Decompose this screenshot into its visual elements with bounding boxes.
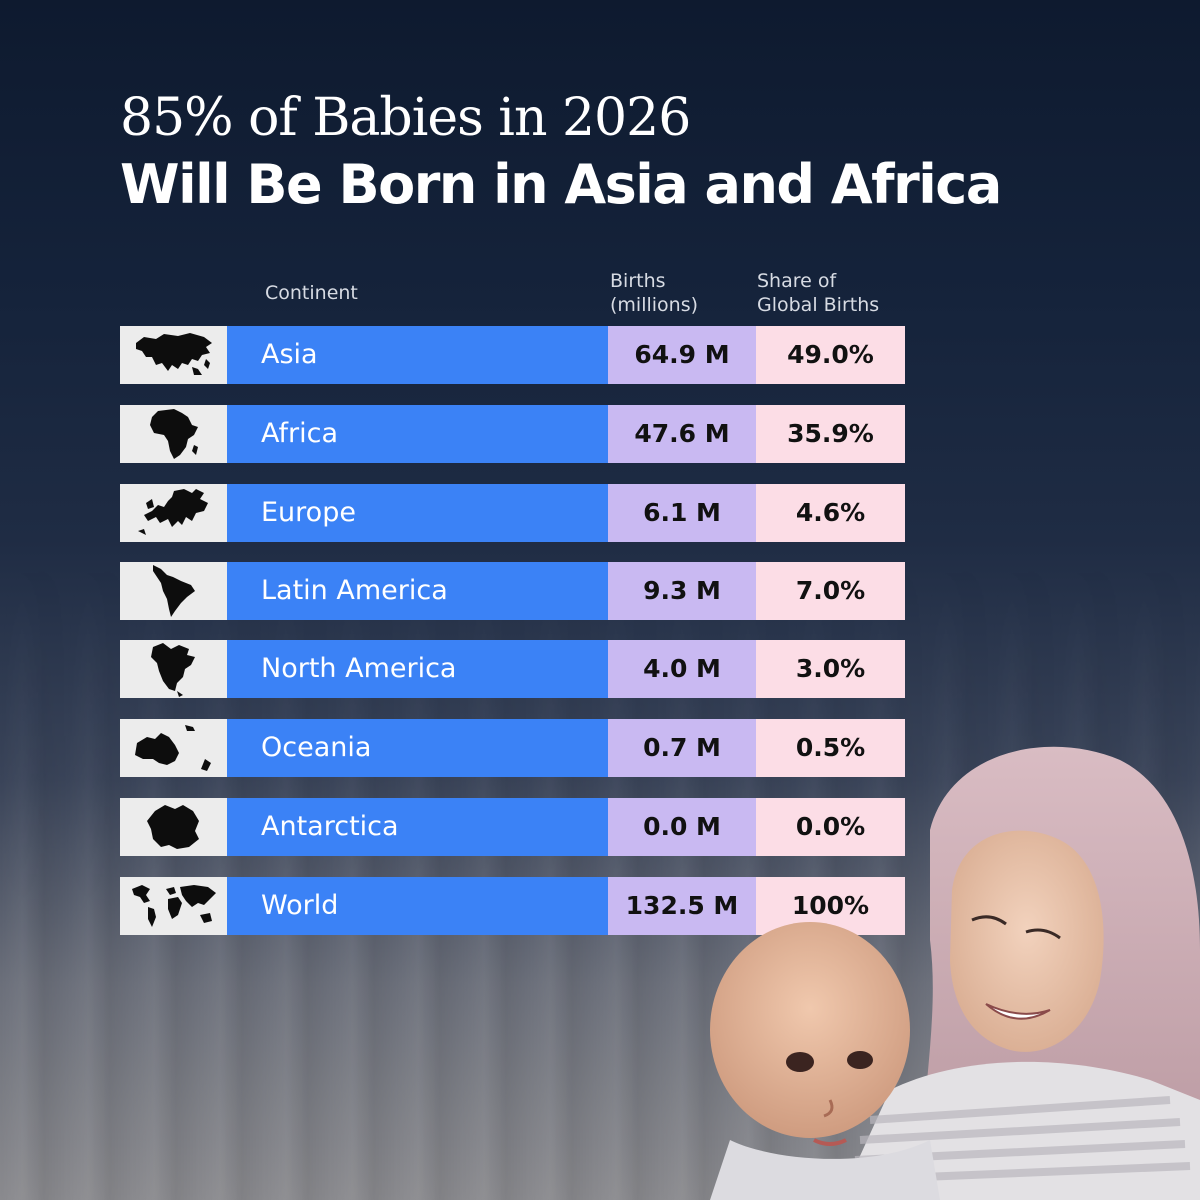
headline-line-1: 85% of Babies in 2026 [120,88,691,148]
share-value: 0.5% [756,719,905,777]
table-row-antarctica: Antarctica 0.0 M 0.0% [120,798,905,856]
births-value: 0.0 M [608,798,756,856]
oceania-map-icon [120,719,227,777]
share-value: 4.6% [756,484,905,542]
header-births-line-2: (millions) [610,294,699,316]
world-map-icon [120,877,227,935]
births-value: 6.1 M [608,484,756,542]
header-continent: Continent [265,282,358,304]
births-value: 0.7 M [608,719,756,777]
table-row-africa: Africa 47.6 M 35.9% [120,405,905,463]
baby-head [710,922,910,1138]
north-america-map-icon [120,640,227,698]
asia-map-icon [120,326,227,384]
table-row-europe: Europe 6.1 M 4.6% [120,484,905,542]
header-share: Share of Global Births [757,269,879,317]
headline-line-2: Will Be Born in Asia and Africa [120,153,1002,216]
table-row-world: World 132.5 M 100% [120,877,905,935]
table-row-latin-america: Latin America 9.3 M 7.0% [120,562,905,620]
headline: 85% of Babies in 2026 Will Be Born in As… [120,86,1120,220]
table-row-oceania: Oceania 0.7 M 0.5% [120,719,905,777]
header-share-line-2: Global Births [757,294,880,316]
europe-map-icon [120,484,227,542]
africa-map-icon [120,405,227,463]
table-row-north-america: North America 4.0 M 3.0% [120,640,905,698]
share-value: 3.0% [756,640,905,698]
continent-name: Asia [227,326,608,384]
continent-name: Africa [227,405,608,463]
share-value: 49.0% [756,326,905,384]
table-row-asia: Asia 64.9 M 49.0% [120,326,905,384]
mother-face [950,830,1104,1052]
share-value: 100% [756,877,905,935]
latin-america-map-icon [120,562,227,620]
continent-name: World [227,877,608,935]
continent-name: Antarctica [227,798,608,856]
births-value: 47.6 M [608,405,756,463]
share-value: 0.0% [756,798,905,856]
continent-name: Latin America [227,562,608,620]
header-births-line-1: Births [610,270,666,292]
births-value: 132.5 M [608,877,756,935]
births-value: 4.0 M [608,640,756,698]
continent-name: Oceania [227,719,608,777]
births-value: 64.9 M [608,326,756,384]
continent-name: Europe [227,484,608,542]
header-births: Births (millions) [610,269,698,317]
antarctica-map-icon [120,798,227,856]
share-value: 35.9% [756,405,905,463]
header-share-line-1: Share of [757,270,837,292]
births-value: 9.3 M [608,562,756,620]
share-value: 7.0% [756,562,905,620]
continent-name: North America [227,640,608,698]
baby-shirt [710,1140,940,1200]
mother-and-baby-photo [710,746,1200,1200]
